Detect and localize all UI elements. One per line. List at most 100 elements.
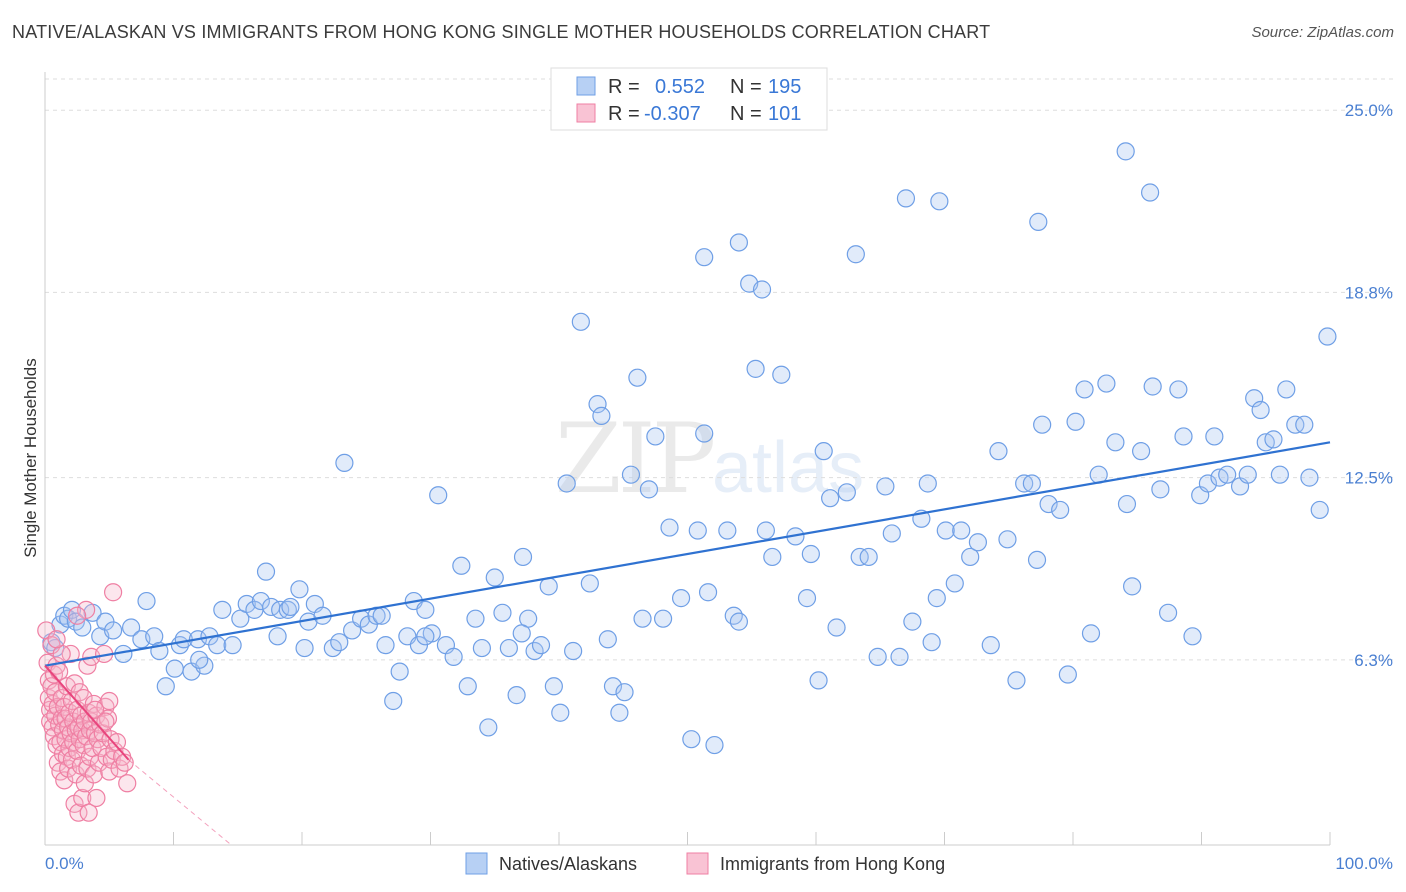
point-natives-alaskans [1123,577,1142,596]
point-natives-alaskans [416,627,435,646]
point-natives-alaskans [930,192,949,211]
point-natives-alaskans [1158,603,1178,622]
point-natives-alaskans [1277,380,1296,399]
correlation-legend: R = 0.552 N = 195 R = -0.307 N = 101 [550,67,828,131]
legend-r-label-pink: R = [608,103,640,125]
point-natives-alaskans [671,589,691,608]
point-natives-alaskans [1033,415,1052,434]
point-natives-alaskans [557,474,576,493]
y-axis-label: Single Mother Households [21,358,40,557]
point-natives-alaskans [1310,500,1329,520]
point-natives-alaskans [952,521,971,540]
point-natives-alaskans [621,465,641,484]
point-natives-alaskans [945,574,964,593]
point-natives-alaskans [512,624,531,643]
point-natives-alaskans [493,603,512,622]
point-immigrants-hong-kong [47,630,66,649]
point-natives-alaskans [376,636,395,655]
point-natives-alaskans [1318,327,1337,346]
point-natives-alaskans [814,442,833,461]
point-natives-alaskans [1015,474,1034,493]
point-natives-alaskans [1295,415,1314,434]
point-natives-alaskans [458,677,477,696]
point-immigrants-hong-kong [100,762,119,781]
point-natives-alaskans [1151,480,1170,499]
point-natives-alaskans [968,533,988,552]
point-natives-alaskans [763,547,782,567]
point-natives-alaskans [416,600,435,619]
gridlines [45,78,1393,661]
point-natives-alaskans [628,368,647,387]
series-natives-alaskans [42,142,1337,755]
point-natives-alaskans [73,618,92,637]
point-natives-alaskans [1097,374,1116,393]
point-immigrants-hong-kong [65,674,84,693]
point-immigrants-hong-kong [79,803,98,822]
point-natives-alaskans [1116,142,1135,161]
point-natives-alaskans [466,609,485,628]
trendline-extension-immigrants-hong-kong [128,759,232,846]
bottom-legend-swatch-blue [465,852,488,875]
point-natives-alaskans [868,647,887,666]
point-natives-alaskans [429,486,448,505]
point-natives-alaskans [290,580,309,599]
point-natives-alaskans [251,591,270,611]
point-natives-alaskans [821,489,840,508]
point-natives-alaskans [1075,380,1094,399]
point-natives-alaskans [295,638,314,658]
point-immigrants-hong-kong [84,765,103,784]
point-natives-alaskans [603,677,623,696]
y-tick-label: 18.8% [1345,283,1393,302]
point-natives-alaskans [1169,380,1188,399]
point-immigrants-hong-kong [98,709,118,728]
legend-swatch-blue [576,76,596,96]
point-immigrants-hong-kong [87,788,106,808]
y-tick-labels: 6.3% 12.5% 18.8% 25.0% [1345,101,1393,670]
point-natives-alaskans [922,633,941,652]
point-natives-alaskans [384,691,403,711]
point-natives-alaskans [580,574,599,593]
x-tick-label-max: 100.0% [1335,854,1393,873]
point-natives-alaskans [688,521,707,540]
trendline-natives-alaskans [44,441,1331,667]
point-natives-alaskans [165,659,184,678]
trendline-immigrants-hong-kong [44,665,130,761]
point-natives-alaskans [271,600,290,619]
point-natives-alaskans [390,662,409,681]
point-natives-alaskans [1117,494,1137,514]
point-natives-alaskans [1051,500,1070,520]
point-natives-alaskans [256,562,276,581]
point-natives-alaskans [653,609,673,628]
point-natives-alaskans [961,547,980,567]
point-natives-alaskans [513,547,533,567]
point-natives-alaskans [1264,430,1283,449]
point-natives-alaskans [756,521,775,540]
point-natives-alaskans [156,677,175,696]
point-natives-alaskans [827,618,846,637]
legend-r-value-blue: 0.552 [655,76,705,98]
point-natives-alaskans [1132,442,1151,461]
point-natives-alaskans [137,591,156,611]
legend-box [550,67,828,131]
point-natives-alaskans [330,633,349,652]
point-natives-alaskans [1251,400,1270,420]
x-tick-label-min: 0.0% [45,854,84,873]
point-immigrants-hong-kong [96,712,115,731]
y-tick-label: 25.0% [1345,101,1393,120]
point-natives-alaskans [936,521,955,540]
point-natives-alaskans [615,683,634,702]
point-natives-alaskans [1058,665,1077,684]
point-immigrants-hong-kong [84,694,103,714]
point-immigrants-hong-kong [68,606,87,625]
point-natives-alaskans [1174,427,1193,446]
bottom-legend-label-blue: Natives/Alaskans [499,854,637,874]
point-natives-alaskans [195,656,214,675]
point-natives-alaskans [837,483,856,502]
point-natives-alaskans [718,521,737,540]
legend-n-value-blue: 195 [768,76,801,98]
legend-r-value-pink: -0.307 [644,103,701,125]
y-tick-label: 12.5% [1345,469,1393,488]
point-natives-alaskans [592,406,611,425]
point-natives-alaskans [695,424,714,443]
